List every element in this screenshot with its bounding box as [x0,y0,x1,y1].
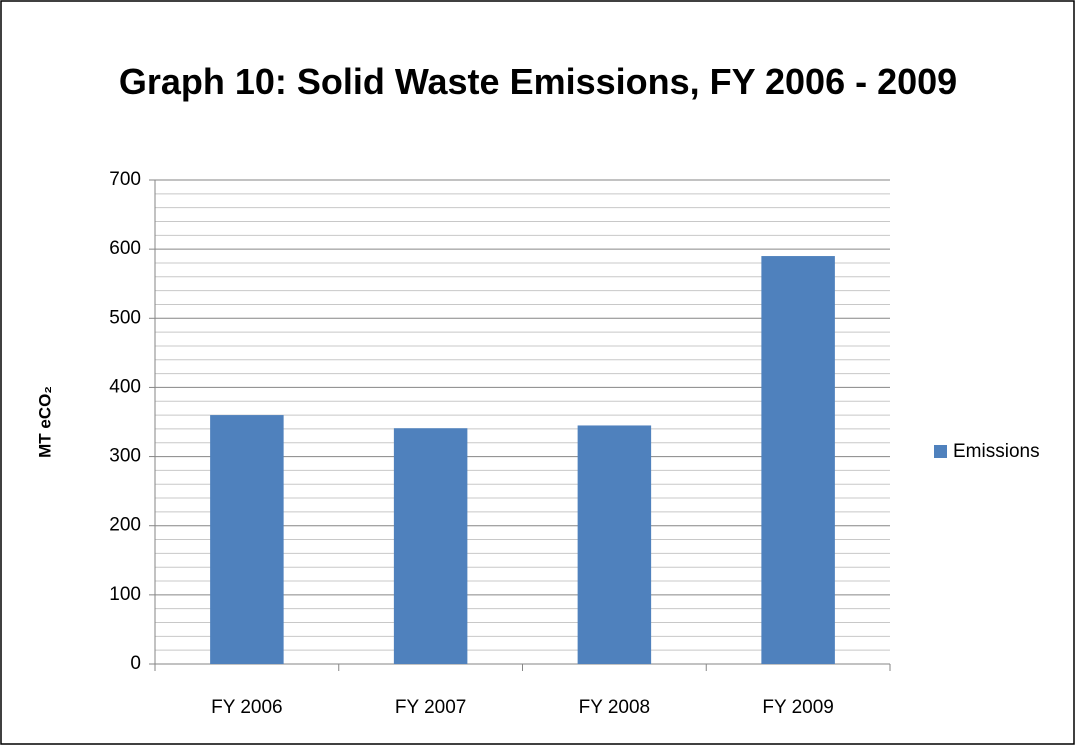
x-tick-label: FY 2009 [762,697,833,718]
x-tick-label: FY 2006 [211,697,282,718]
y-tick-label: 0 [130,653,141,674]
y-tick-label: 600 [109,238,141,259]
legend-swatch [934,445,947,458]
y-tick-label: 200 [109,515,141,536]
y-tick-label: 100 [109,584,141,605]
x-tick-label: FY 2008 [579,697,650,718]
y-tick-label: 700 [109,169,141,190]
y-axis-label: MT eCO₂ [35,386,54,458]
bar [210,415,284,664]
bar [577,425,652,664]
chart-title: Graph 10: Solid Waste Emissions, FY 2006… [118,61,958,102]
legend-label: Emissions [953,441,1040,462]
bar [761,256,835,664]
x-tick-label: FY 2007 [395,697,466,718]
bar [393,428,468,664]
y-tick-label: 300 [109,446,141,467]
y-tick-label: 400 [109,376,141,397]
y-tick-label: 500 [109,307,141,328]
